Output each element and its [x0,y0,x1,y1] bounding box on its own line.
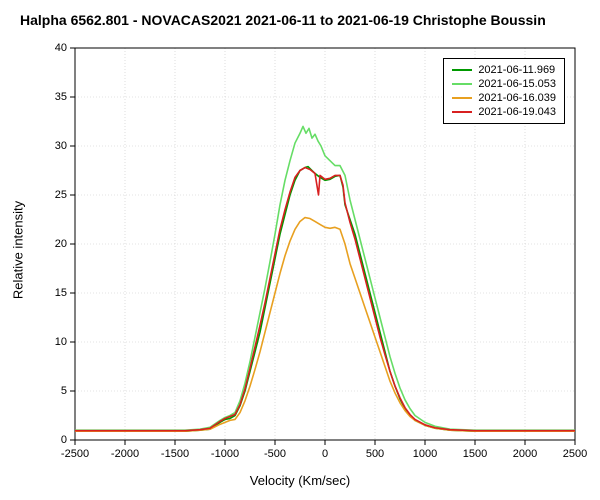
y-tick-label: 0 [37,434,67,446]
x-tick-label: -2500 [61,448,89,460]
x-tick-label: 0 [322,448,328,460]
chart-container: Halpha 6562.801 - NOVACAS2021 2021-06-11… [0,0,600,500]
y-tick-label: 15 [37,287,67,299]
legend-swatch [452,97,472,99]
y-tick-label: 30 [37,140,67,152]
x-tick-label: 2500 [563,448,587,460]
x-tick-label: -1500 [161,448,189,460]
y-tick-label: 40 [37,42,67,54]
legend: 2021-06-11.969 2021-06-15.053 2021-06-16.0… [443,58,565,124]
legend-item: 2021-06-16.039 [452,91,556,105]
legend-label: 2021-06-11.969 [478,64,555,76]
y-tick-label: 25 [37,189,67,201]
legend-label: 2021-06-16.039 [478,92,556,104]
legend-swatch [452,111,472,113]
legend-swatch [452,83,472,85]
x-tick-label: 1500 [463,448,487,460]
y-tick-label: 35 [37,91,67,103]
x-tick-label: 1000 [413,448,437,460]
legend-item: 2021-06-19.043 [452,105,556,119]
y-tick-label: 5 [37,385,67,397]
legend-label: 2021-06-15.053 [478,78,556,90]
legend-item: 2021-06-11.969 [452,63,556,77]
legend-label: 2021-06-19.043 [478,106,556,118]
legend-item: 2021-06-15.053 [452,77,556,91]
y-tick-label: 10 [37,336,67,348]
x-tick-label: 2000 [513,448,537,460]
x-tick-label: -500 [264,448,286,460]
x-tick-label: 500 [366,448,384,460]
x-tick-label: -1000 [211,448,239,460]
y-tick-label: 20 [37,238,67,250]
legend-swatch [452,69,472,71]
x-tick-label: -2000 [111,448,139,460]
